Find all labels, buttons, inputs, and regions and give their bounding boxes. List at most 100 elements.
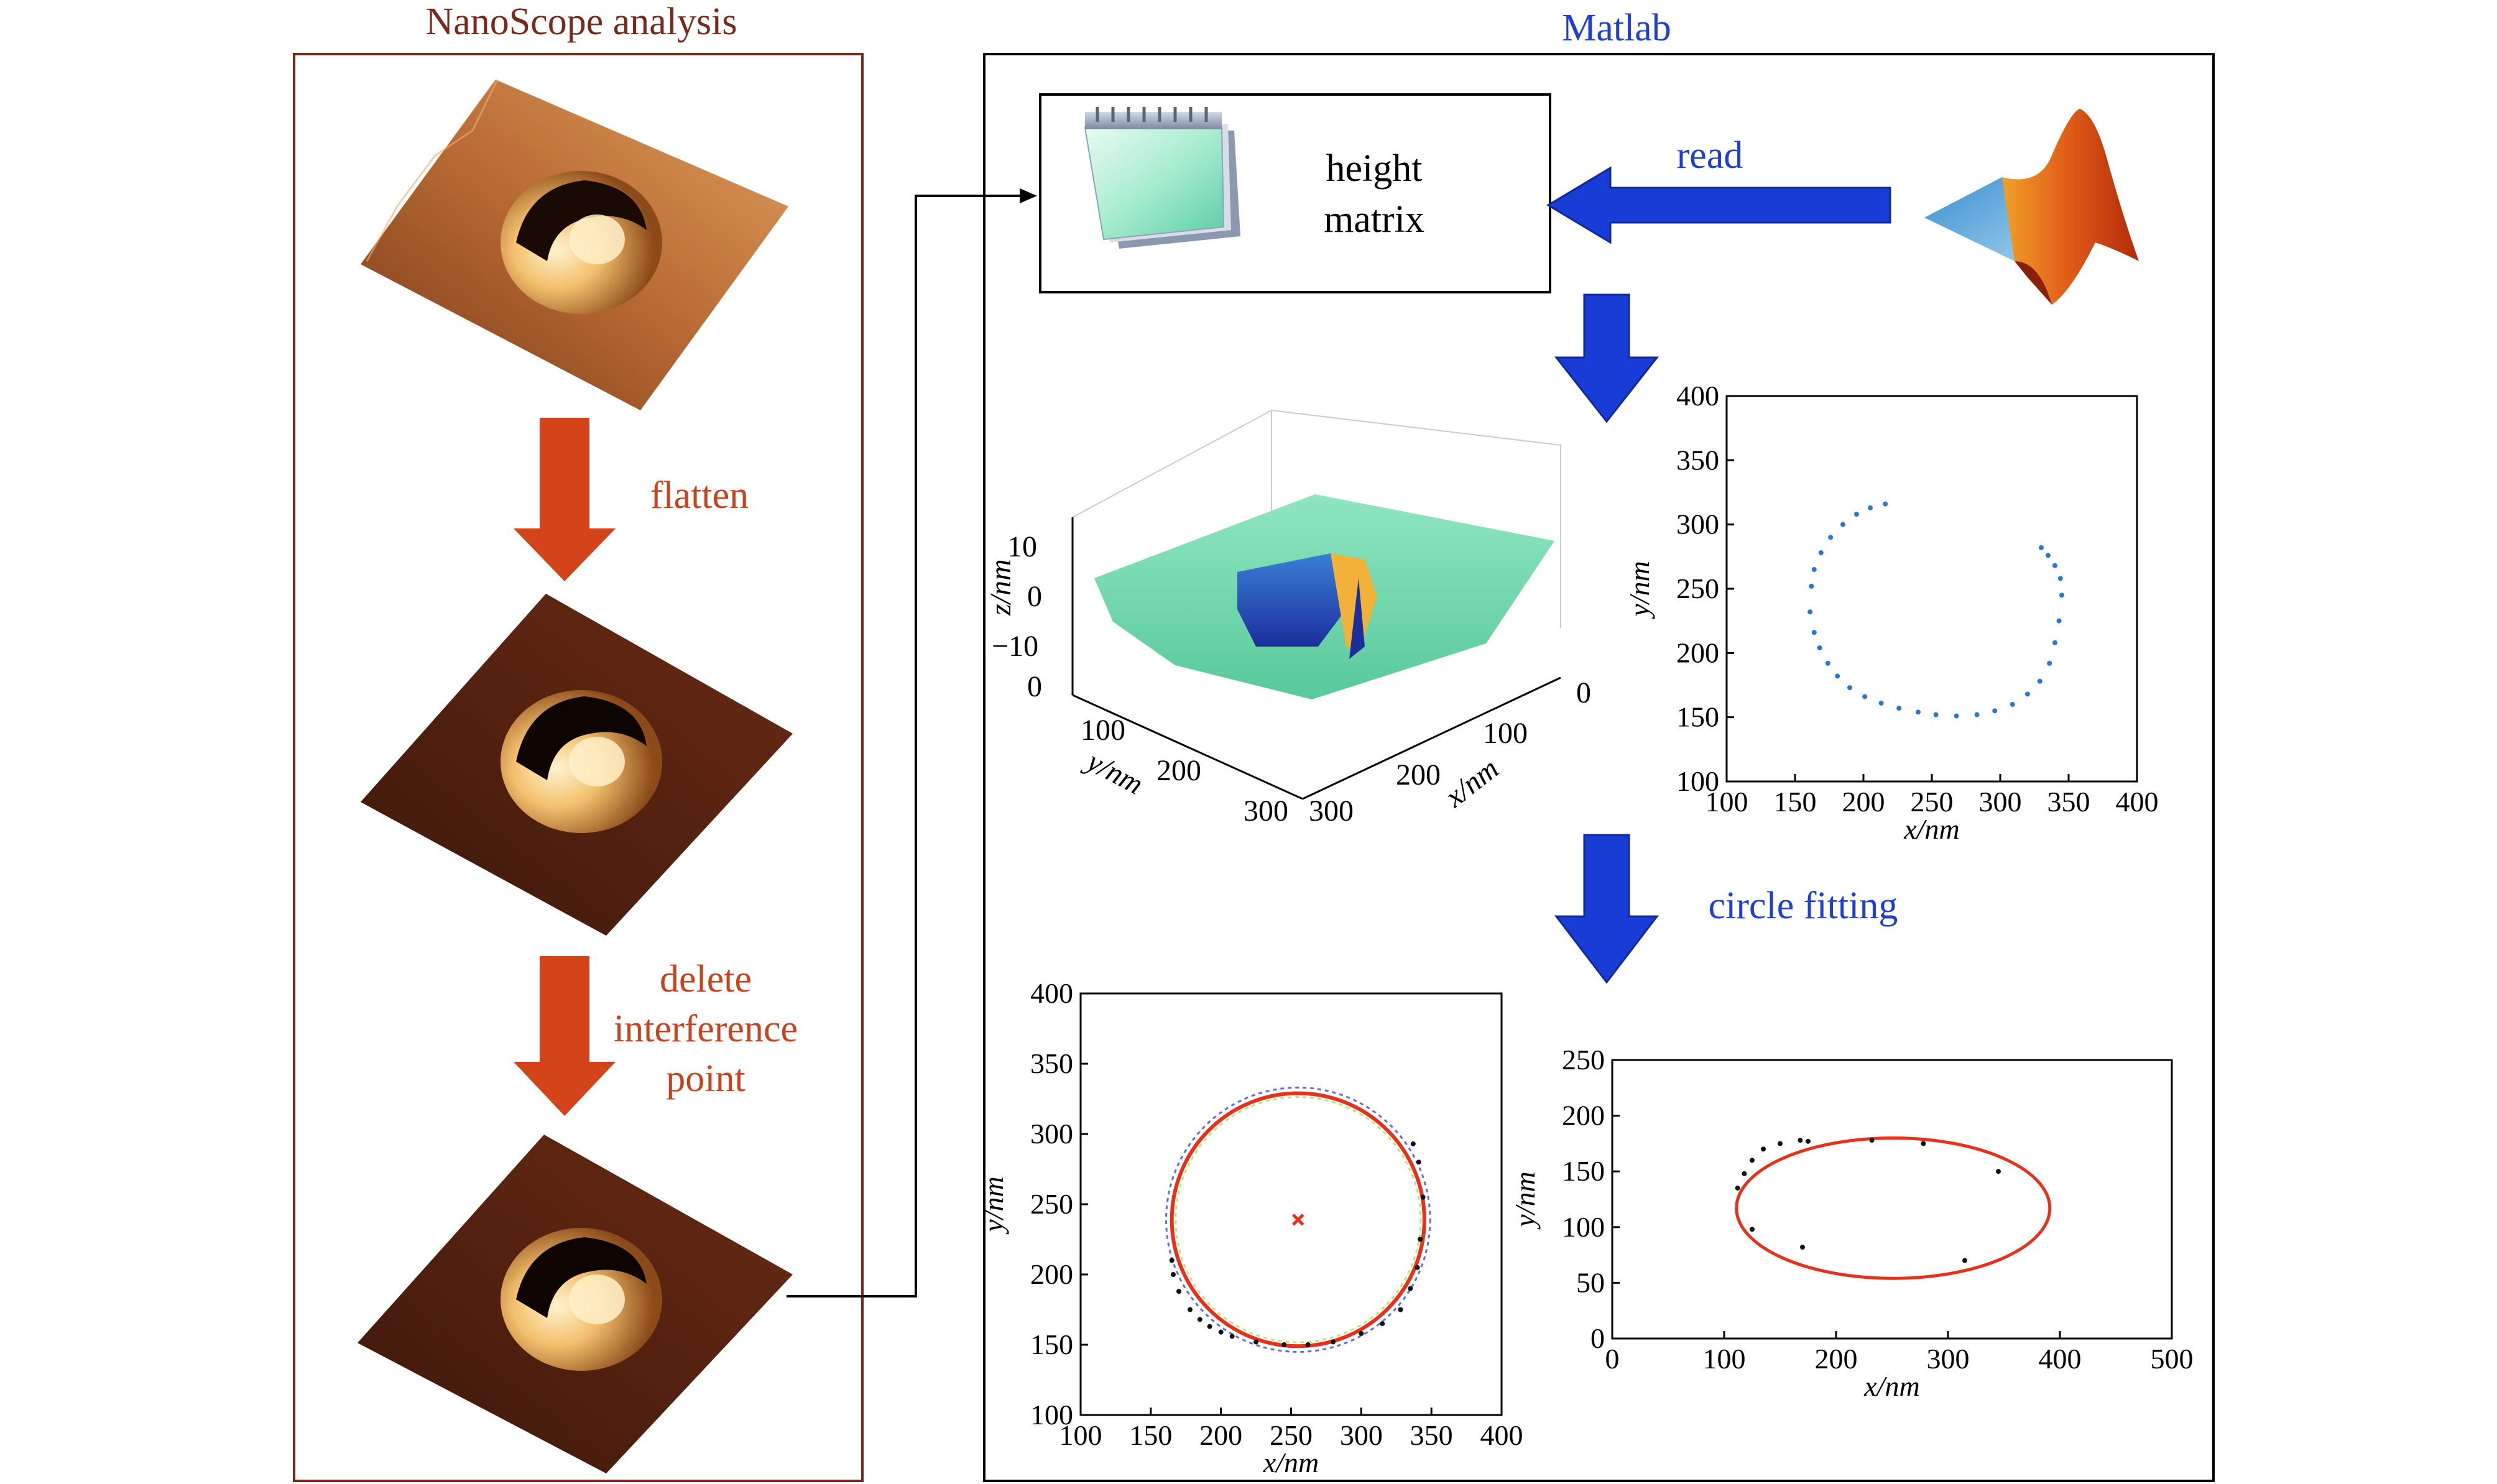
surface-tick-y: 0	[1027, 670, 1042, 703]
matlab-logo-icon	[1924, 109, 2139, 305]
data-point	[1835, 673, 1840, 679]
surface-tick-y: 300	[1244, 795, 1288, 827]
x-tick-label: 200	[1815, 1343, 1858, 1375]
data-point	[1862, 694, 1868, 699]
data-point	[1806, 1138, 1811, 1144]
delete-label-line: interference	[614, 1008, 798, 1050]
x-tick-label: 250	[1270, 1419, 1313, 1451]
height-matrix-label: height matrix	[1281, 143, 1467, 245]
connector-arrowhead	[1020, 188, 1037, 203]
data-point	[2046, 553, 2051, 558]
data-point	[1854, 512, 1859, 517]
data-point	[1188, 1307, 1193, 1312]
x-tick-label: 400	[1480, 1419, 1523, 1451]
data-point	[1197, 1317, 1202, 1322]
y-tick-label: 400	[1676, 380, 1719, 412]
data-point	[1750, 1227, 1755, 1232]
data-point	[1840, 522, 1845, 527]
data-point	[2025, 691, 2030, 697]
x-tick-label: 400	[2116, 786, 2159, 818]
data-point	[2057, 576, 2063, 581]
plot-frame	[1725, 395, 2138, 783]
data-point	[1229, 1334, 1235, 1339]
circle-fitting-label: circle fitting	[1708, 885, 1898, 927]
inner-bound-circle	[1175, 1096, 1422, 1343]
data-point	[1253, 1339, 1259, 1345]
delete-interference-label: delete interference point	[597, 954, 815, 1104]
x-axis-label: x/nm	[1263, 1447, 1319, 1478]
surface-tick-x: 0	[1576, 676, 1591, 709]
data-point	[1847, 685, 1852, 691]
y-tick-label: 100	[1676, 765, 1719, 797]
x-tick-label: 400	[2039, 1343, 2082, 1375]
y-tick-label: 300	[1676, 509, 1719, 540]
x-axis-label: x/nm	[1863, 1370, 1919, 1402]
y-tick-label: 50	[1576, 1266, 1605, 1298]
data-point	[1996, 1169, 2001, 1174]
data-point	[1418, 1237, 1423, 1242]
data-point	[1962, 1258, 1967, 1263]
data-point	[1398, 1307, 1403, 1312]
height-matrix-line: height	[1326, 147, 1423, 190]
data-point	[1992, 708, 1998, 714]
data-point	[2052, 563, 2057, 568]
data-point	[1408, 1286, 1413, 1291]
y-axis-label: y/nm	[977, 1176, 1009, 1234]
x-tick-label: 0	[1605, 1343, 1620, 1375]
delete-label-line: point	[666, 1058, 745, 1100]
data-point	[1331, 1339, 1336, 1345]
data-point	[1807, 609, 1813, 615]
x-tick-label: 300	[1340, 1419, 1383, 1451]
afm-image-raw	[361, 79, 788, 410]
surface-tick-x: 300	[1309, 795, 1354, 827]
data-point	[1921, 1141, 1926, 1146]
x-tick-label: 200	[1199, 1419, 1242, 1451]
data-point	[1416, 1159, 1421, 1165]
data-point	[1828, 535, 1834, 540]
edge-points-plot: 100 150 200 250 300 350 400 100 150 200 250 300 350 4…	[1623, 380, 2159, 845]
data-point	[1169, 1258, 1175, 1263]
notepad-icon	[1084, 107, 1240, 249]
data-point	[1380, 1321, 1385, 1327]
y-tick-label: 350	[1676, 444, 1719, 476]
read-arrow	[1546, 166, 1891, 244]
y-tick-label: 300	[1030, 1118, 1073, 1150]
x-axis-label: x/nm	[1903, 813, 1959, 845]
data-point	[1817, 645, 1822, 651]
data-point	[1778, 1141, 1783, 1146]
x-tick-label: 350	[1410, 1419, 1453, 1451]
data-point	[1420, 1194, 1426, 1200]
data-point	[1818, 550, 1824, 556]
flatten-label: flatten	[650, 474, 749, 517]
data-point	[2010, 702, 2015, 707]
x-tick-label: 300	[1927, 1343, 1970, 1375]
flatten-arrow	[514, 418, 616, 581]
surface-tick-y: 100	[1081, 714, 1125, 747]
fit-center-marker	[1292, 1214, 1304, 1226]
delete-arrow	[514, 956, 616, 1116]
data-point	[1750, 1158, 1755, 1163]
outer-bound-circle	[1165, 1086, 1431, 1353]
y-tick-label: 100	[1030, 1399, 1073, 1431]
surface-zlabel: z/nm	[984, 559, 1017, 616]
data-point	[1878, 700, 1884, 706]
y-tick-label: 250	[1676, 573, 1719, 604]
surface-tick-z: −10	[992, 630, 1038, 663]
data-point	[1170, 1272, 1176, 1277]
data-point	[1218, 1329, 1224, 1335]
x-tick-label: 200	[1842, 786, 1885, 818]
data-point	[1176, 1289, 1181, 1294]
data-point	[1761, 1146, 1766, 1152]
data-point	[1825, 660, 1830, 666]
data-point	[1809, 583, 1814, 589]
x-tick-label: 500	[2151, 1343, 2194, 1375]
data-point	[1415, 1265, 1420, 1270]
y-tick-label: 150	[1562, 1155, 1605, 1187]
surface-plot: 10 0 −10 z/nm 0 100 200 300 y/nm 300 200…	[984, 409, 1591, 827]
data-point	[2037, 678, 2042, 684]
delete-label-line: delete	[659, 958, 752, 1000]
x-tick-label: 100	[1703, 1343, 1746, 1375]
y-tick-label: 150	[1676, 701, 1719, 733]
fit-ellipse	[1735, 1136, 2052, 1280]
data-point	[1359, 1330, 1364, 1336]
